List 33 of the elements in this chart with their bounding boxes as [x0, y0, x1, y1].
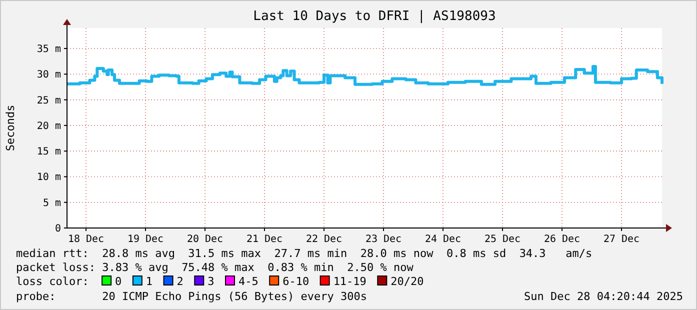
text: packet loss: 3.83 % avg 75.48 % max 0.83 % min 2.50 % now	[16, 261, 414, 274]
text: 2	[176, 275, 184, 288]
y-tick-label: 0	[54, 224, 61, 234]
text: 4-5	[238, 275, 258, 288]
y-tick-label: 35 m	[36, 44, 61, 56]
x-tick-label: 25 Dec	[484, 234, 521, 245]
x-tick-label: 19 Dec	[127, 234, 164, 245]
x-tick-label: 24 Dec	[424, 234, 462, 245]
text: 0	[115, 275, 122, 288]
x-tick-label: 26 Dec	[544, 234, 580, 245]
text: loss color:	[16, 275, 89, 288]
y-axis-title: Seconds	[4, 104, 17, 152]
text: median rtt: 28.8 ms avg 31.5 ms max 27.7 ms min 28.0 ms now 0.8 ms sd 34.3 am/s	[16, 247, 592, 260]
x-tick-label: 20 Dec	[186, 234, 224, 245]
text: Sun Dec 28 04:20:44 2025	[524, 290, 683, 303]
x-tick-label: 22 Dec	[306, 234, 342, 245]
x-tick-label: 18 Dec	[68, 234, 104, 245]
y-tick-label: 5 m	[42, 198, 61, 209]
chart-title: Last 10 Days to DFRI | AS198093	[253, 9, 496, 24]
text: 20/20	[390, 275, 424, 288]
y-tick-label: 20 m	[36, 120, 61, 132]
y-tick-label: 25 m	[36, 95, 61, 106]
y-tick-label: 30 m	[36, 70, 61, 81]
x-tick-label: 27 Dec	[603, 234, 640, 245]
x-tick-label: 21 Dec	[246, 234, 283, 245]
y-tick-label: 15 m	[36, 146, 61, 158]
text: 1	[146, 275, 153, 288]
x-tick-label: 23 Dec	[365, 234, 402, 245]
text: probe: 20 ICMP Echo Pings (56 Bytes) every 300s	[16, 290, 367, 303]
text: 6-10	[282, 275, 310, 288]
text: 11-19	[333, 275, 366, 288]
y-tick-label: 10 m	[36, 172, 61, 184]
text: 3	[208, 275, 214, 288]
